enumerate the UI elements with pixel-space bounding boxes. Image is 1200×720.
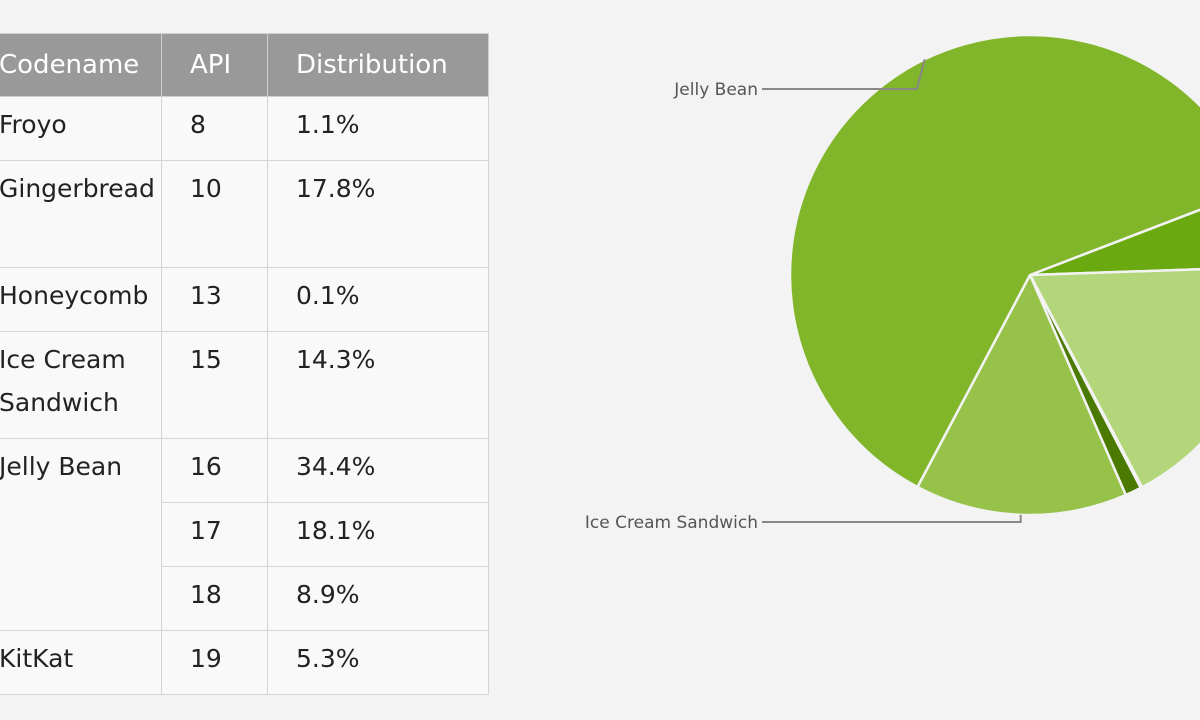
- api-cell: 19: [161, 630, 268, 695]
- distribution-cell: 34.4%: [267, 438, 489, 503]
- leader-line-ice-cream-sandwich: [762, 514, 1022, 523]
- pie-slice-gingerbread: [1028, 268, 1200, 489]
- distribution-cell: 5.3%: [267, 630, 489, 695]
- table-row: Gingerbread 10 17.8%: [0, 160, 489, 268]
- api-cell: 10: [161, 160, 268, 268]
- pie-slice-ice-cream-sandwich: [916, 273, 1128, 517]
- distribution-cell: 17.8%: [267, 160, 489, 268]
- codename-cell: Honeycomb: [0, 267, 162, 332]
- column-header-distribution: Distribution: [267, 33, 489, 97]
- table-row: KitKat 19 5.3%: [0, 630, 489, 695]
- table-header-row: Codename API Distribution: [0, 33, 489, 97]
- api-cell: 18: [161, 566, 268, 631]
- table-row: 17 18.1%: [0, 502, 489, 567]
- pie-label-jelly-bean: Jelly Bean: [673, 80, 758, 100]
- api-cell: 17: [161, 502, 268, 567]
- column-header-api: API: [161, 33, 268, 97]
- distribution-cell: 18.1%: [267, 502, 489, 567]
- pie-label-ice-cream-sandwich: Ice Cream Sandwich: [585, 513, 758, 533]
- codename-cell: Jelly Bean: [0, 438, 162, 631]
- column-header-codename: Codename: [0, 33, 162, 97]
- distribution-cell: 14.3%: [267, 331, 489, 439]
- table-row: 18 8.9%: [0, 566, 489, 631]
- table-row: Jelly Bean 16 34.4%: [0, 438, 489, 631]
- leader-line-jelly-bean: [762, 59, 926, 90]
- table-row: Ice Cream Sandwich 15 14.3%: [0, 331, 489, 439]
- codename-cell: KitKat: [0, 630, 162, 695]
- pie-slice-jelly-bean: [788, 33, 1200, 489]
- codename-cell: Gingerbread: [0, 160, 162, 268]
- codename-cell: Froyo: [0, 96, 162, 161]
- table-row: Froyo 8 1.1%: [0, 96, 489, 161]
- distribution-cell: 8.9%: [267, 566, 489, 631]
- api-cell: 15: [161, 331, 268, 439]
- api-cell: 16: [161, 438, 268, 503]
- codename-cell: Ice Cream Sandwich: [0, 331, 162, 439]
- distribution-table: Codename API Distribution Froyo 8 1.1% G…: [0, 33, 489, 695]
- api-cell: 8: [161, 96, 268, 161]
- distribution-cell: 0.1%: [267, 267, 489, 332]
